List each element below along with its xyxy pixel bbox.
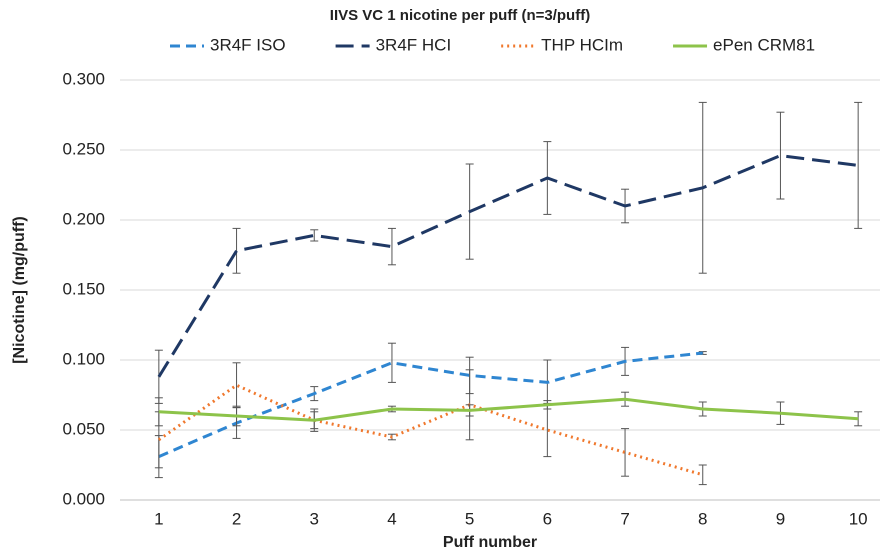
y-tick-label: 0.150 — [62, 279, 105, 298]
y-axis-title: [Nicotine] (mg/puff) — [11, 216, 28, 364]
series-line — [157, 154, 859, 378]
x-tick-label: 6 — [543, 509, 552, 528]
series-line — [157, 383, 704, 477]
legend-label: ePen CRM81 — [713, 35, 815, 54]
legend-item: 3R4F HCI — [335, 35, 452, 54]
x-tick-label: 3 — [310, 509, 319, 528]
y-tick-label: 0.300 — [62, 69, 105, 88]
y-tick-label: 0.050 — [62, 419, 105, 438]
x-tick-label: 5 — [465, 509, 474, 528]
y-tick-label: 0.100 — [62, 349, 105, 368]
legend-item: 3R4F ISO — [170, 35, 286, 54]
y-tick-label: 0.250 — [62, 139, 105, 158]
legend-item: THP HCIm — [501, 35, 623, 54]
error-bar — [387, 342, 396, 383]
error-bar — [387, 227, 396, 266]
x-tick-label: 8 — [698, 509, 707, 528]
series-line — [158, 351, 703, 458]
error-bar — [232, 227, 241, 274]
error-bar — [698, 464, 707, 486]
x-axis-title: Puff number — [443, 534, 537, 551]
x-tick-label: 4 — [387, 509, 396, 528]
error-bar — [854, 101, 863, 229]
y-tick-label: 0.200 — [62, 209, 105, 228]
error-bar — [310, 229, 319, 242]
x-tick-label: 7 — [620, 509, 629, 528]
legend-label: 3R4F ISO — [210, 35, 286, 54]
error-bar — [621, 428, 630, 477]
legend-item: ePen CRM81 — [673, 35, 815, 54]
legend-label: 3R4F HCI — [376, 35, 452, 54]
x-tick-label: 1 — [154, 509, 163, 528]
x-tick-label: 9 — [776, 509, 785, 528]
x-tick-label: 2 — [232, 509, 241, 528]
series-line — [158, 397, 859, 422]
y-tick-label: 0.000 — [62, 489, 105, 508]
chart-title: IIVS VC 1 nicotine per puff (n=3/puff) — [330, 7, 590, 24]
legend-label: THP HCIm — [541, 35, 623, 54]
error-bar — [776, 111, 785, 200]
x-tick-label: 10 — [849, 509, 868, 528]
